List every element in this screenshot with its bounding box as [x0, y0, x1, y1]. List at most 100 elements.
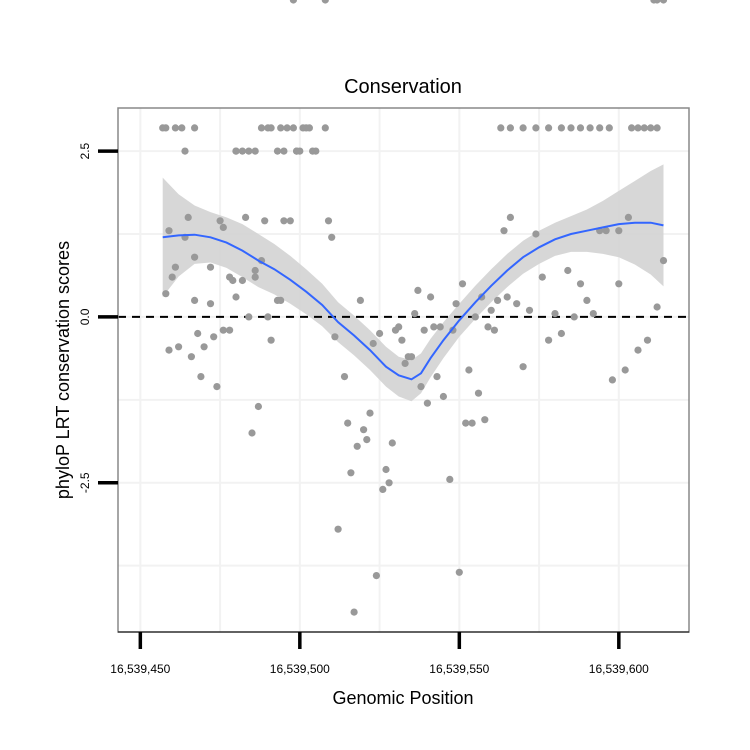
- data-point: [506, 124, 514, 132]
- data-point: [500, 227, 508, 235]
- data-point: [191, 296, 199, 304]
- data-point: [525, 306, 534, 314]
- data-point: [251, 273, 259, 281]
- data-point: [452, 300, 460, 308]
- data-point: [347, 469, 355, 477]
- data-point: [324, 217, 333, 225]
- data-point: [576, 124, 585, 132]
- data-point: [171, 263, 179, 271]
- data-point: [653, 303, 661, 311]
- data-point: [420, 326, 428, 334]
- data-point: [277, 296, 285, 304]
- data-point: [640, 124, 648, 132]
- data-point: [344, 419, 352, 427]
- data-point: [401, 359, 409, 367]
- data-point: [178, 124, 186, 132]
- data-point: [532, 124, 540, 132]
- data-point: [245, 147, 253, 155]
- data-point: [219, 326, 227, 334]
- data-point: [197, 373, 205, 381]
- data-point: [395, 323, 403, 331]
- x-tick-label: 16,539,450: [110, 662, 170, 676]
- data-point: [280, 217, 288, 225]
- data-point: [379, 485, 387, 493]
- data-point: [433, 373, 441, 381]
- data-point: [219, 223, 227, 231]
- data-point: [184, 213, 192, 221]
- data-point: [503, 293, 511, 301]
- data-point: [643, 336, 652, 344]
- data-point: [245, 313, 253, 321]
- data-point: [474, 389, 483, 397]
- data-point: [162, 124, 170, 132]
- data-point: [187, 353, 195, 361]
- data-point: [471, 313, 479, 321]
- data-point: [414, 286, 422, 294]
- data-point: [328, 233, 336, 241]
- data-point: [436, 323, 444, 331]
- x-tick-label: 16,539,600: [589, 662, 649, 676]
- data-point: [165, 346, 173, 354]
- y-tick-label: 0.0: [78, 308, 92, 325]
- data-point: [289, 0, 297, 4]
- data-point: [238, 147, 246, 155]
- data-point: [321, 0, 329, 4]
- data-point: [567, 124, 575, 132]
- x-axis: 16,539,450 16,539,500 16,539,550 16,539,600: [110, 631, 689, 676]
- data-point: [557, 329, 566, 338]
- data-point: [411, 310, 419, 318]
- data-point: [210, 333, 218, 341]
- data-point: [356, 296, 364, 304]
- data-point: [545, 336, 553, 344]
- data-point: [647, 124, 655, 132]
- data-point: [490, 326, 498, 334]
- data-point: [621, 366, 629, 374]
- data-point: [363, 436, 371, 444]
- data-point: [564, 266, 572, 275]
- data-point: [251, 147, 259, 155]
- data-point: [602, 227, 610, 235]
- data-point: [506, 213, 514, 221]
- data-point: [487, 306, 495, 314]
- x-tick-label: 16,539,550: [429, 662, 489, 676]
- data-point: [494, 296, 502, 304]
- data-point: [162, 290, 170, 298]
- data-point: [484, 323, 492, 331]
- data-point: [353, 442, 361, 450]
- data-point: [286, 217, 294, 225]
- data-point: [608, 376, 617, 384]
- data-point: [267, 336, 275, 344]
- data-point: [264, 313, 272, 321]
- data-point: [427, 293, 435, 301]
- data-point: [398, 336, 406, 344]
- data-point: [497, 124, 505, 132]
- data-point: [650, 0, 658, 4]
- data-point: [624, 213, 633, 221]
- data-point: [385, 479, 393, 487]
- data-point: [586, 124, 594, 132]
- data-point: [226, 326, 234, 334]
- data-point: [634, 346, 642, 354]
- data-point: [321, 124, 329, 132]
- data-point: [232, 147, 240, 155]
- data-point: [545, 124, 553, 132]
- data-point: [659, 257, 668, 265]
- data-point: [171, 124, 179, 132]
- y-axis-title: phyloP LRT conservation scores: [53, 241, 73, 499]
- data-point: [305, 124, 313, 132]
- data-point: [254, 402, 262, 411]
- x-axis-title: Genomic Position: [332, 688, 473, 708]
- data-point: [570, 313, 578, 321]
- data-point: [191, 124, 199, 132]
- data-point: [538, 273, 546, 281]
- plot-panel: [117, 0, 690, 633]
- data-point: [388, 439, 396, 447]
- data-point: [439, 392, 447, 401]
- data-point: [372, 572, 380, 580]
- data-point: [551, 310, 559, 318]
- data-point: [376, 329, 384, 338]
- data-point: [229, 276, 237, 285]
- data-point: [296, 147, 304, 155]
- data-point: [242, 213, 250, 221]
- data-point: [181, 147, 189, 155]
